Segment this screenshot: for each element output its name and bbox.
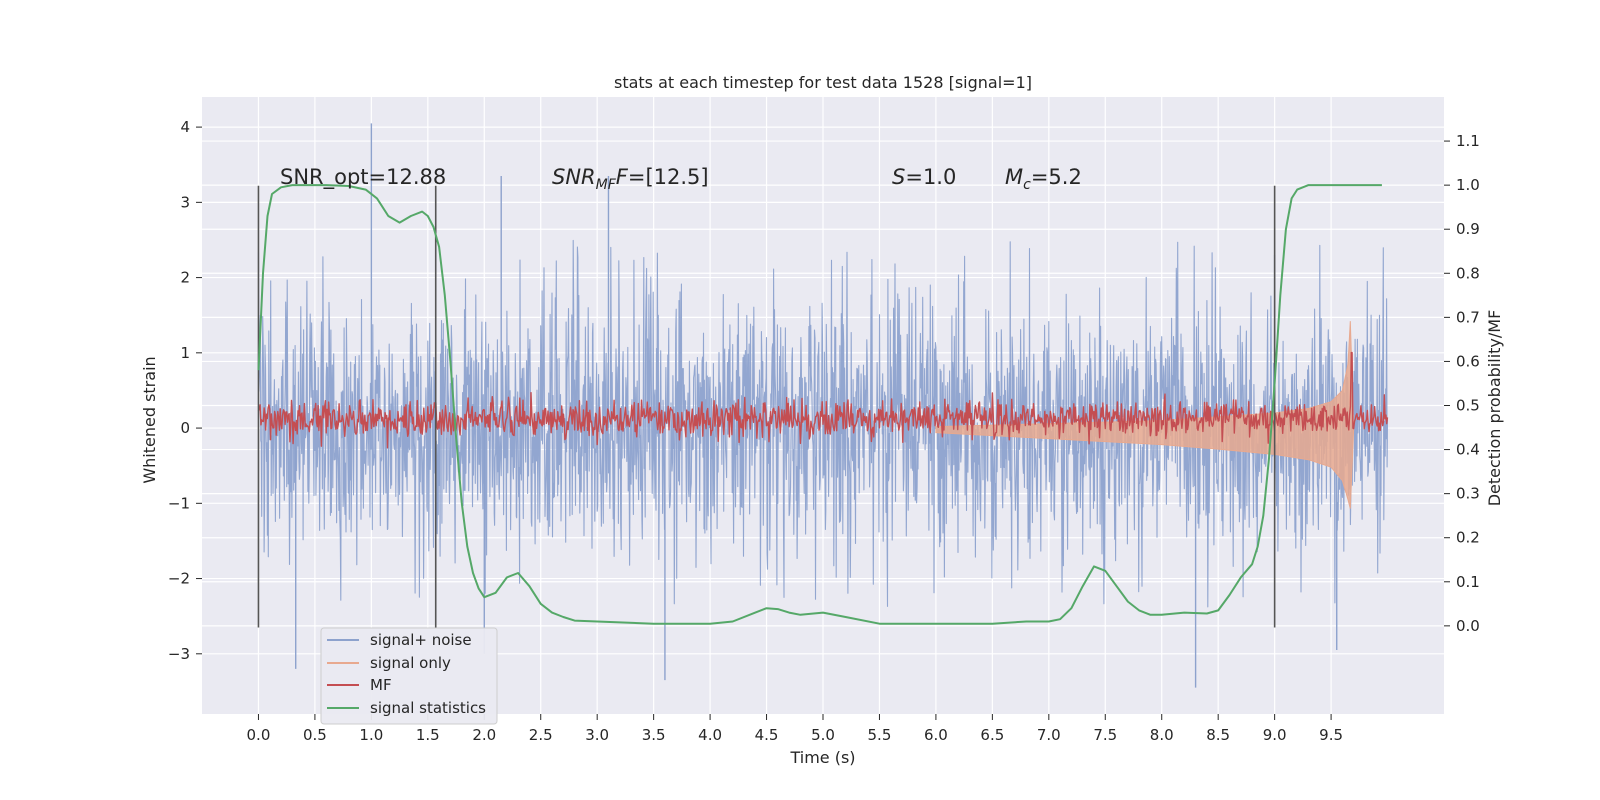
y2-axis-label: Detection probability/MF: [1485, 310, 1504, 507]
legend-label-signal-only: signal only: [370, 654, 451, 672]
y-tick-label: −2: [168, 570, 190, 588]
y2-tick-label: 0.0: [1456, 617, 1480, 635]
y2-tick-label: 0.2: [1456, 529, 1480, 547]
legend: signal+ noise signal only MF signal stat…: [320, 627, 498, 725]
y2-tick-label: 0.6: [1456, 352, 1480, 370]
right-ticks-group: 1.1 1.0 0.9 0.8 0.7 0.6 0.5 0.4 0.3 0.2 0.1 0.0: [1444, 132, 1480, 635]
x-tick-label: 0.5: [303, 726, 327, 744]
y2-tick-label: 1.1: [1456, 132, 1480, 150]
x-tick-label: 2.5: [529, 726, 553, 744]
y2-tick-label: 0.7: [1456, 308, 1480, 326]
annotation-s: S=1.0: [892, 165, 956, 189]
x-tick-label: 4.0: [698, 726, 722, 744]
legend-label-signal-noise: signal+ noise: [370, 631, 472, 649]
y-tick-label: 3: [180, 193, 190, 211]
annotation-mc: Mc=5.2: [1005, 165, 1082, 193]
x-tick-label: 1.5: [416, 726, 440, 744]
left-ticks-group: 4 3 2 1 0 −1 −2 −3: [168, 118, 202, 663]
y-tick-label: 1: [180, 344, 190, 362]
legend-label-mf: MF: [370, 676, 392, 694]
series-signal-statistics-group: [257, 184, 1382, 625]
y-axis-label: Whitened strain: [140, 356, 159, 483]
y-tick-label: −3: [168, 645, 190, 663]
x-tick-label: 6.5: [980, 726, 1004, 744]
x-tick-label: 7.5: [1093, 726, 1117, 744]
legend-box: [320, 627, 498, 725]
x-tick-label: 2.0: [472, 726, 496, 744]
y2-tick-label: 0.3: [1456, 485, 1480, 503]
y-tick-label: 2: [180, 269, 190, 287]
annotation-snr-opt: SNR_opt=12.88: [280, 165, 446, 190]
x-tick-label: 6.0: [924, 726, 948, 744]
y2-tick-label: 0.8: [1456, 264, 1480, 282]
x-tick-label: 5.0: [811, 726, 835, 744]
x-tick-label: 1.0: [359, 726, 383, 744]
y2-tick-label: 0.4: [1456, 441, 1480, 459]
series-signal-statistics-line: [257, 184, 1382, 625]
y2-tick-label: 1.0: [1456, 176, 1480, 194]
x-tick-label: 9.5: [1319, 726, 1343, 744]
x-tick-label: 4.5: [755, 726, 779, 744]
series-mf-group: [257, 351, 1389, 449]
x-tick-label: 9.0: [1263, 726, 1287, 744]
vertical-markers-group: [257, 185, 1276, 628]
legend-label-signal-statistics: signal statistics: [370, 699, 486, 717]
y2-tick-label: 0.1: [1456, 573, 1480, 591]
x-tick-label: 7.0: [1037, 726, 1061, 744]
x-tick-label: 3.5: [642, 726, 666, 744]
y-tick-label: 4: [180, 118, 190, 136]
annotation-snr-mf: SNRMFF=[12.5]: [552, 165, 709, 193]
chart-title: stats at each timestep for test data 152…: [614, 73, 1032, 92]
series-mf-line: [257, 351, 1389, 449]
x-ticks-group: 0.0 0.5 1.0 1.5 2.0 2.5 3.0 3.5 4.0 4.5 5.0 5.5 6.0 6…: [247, 714, 1343, 744]
x-tick-label: 5.5: [868, 726, 892, 744]
y-tick-label: 0: [180, 419, 190, 437]
x-tick-label: 8.0: [1150, 726, 1174, 744]
x-tick-label: 3.0: [585, 726, 609, 744]
x-tick-label: 0.0: [247, 726, 271, 744]
y2-tick-label: 0.5: [1456, 397, 1480, 415]
y2-tick-label: 0.9: [1456, 220, 1480, 238]
x-tick-label: 8.5: [1206, 726, 1230, 744]
y-tick-label: −1: [168, 494, 190, 512]
x-axis-label: Time (s): [789, 748, 855, 767]
